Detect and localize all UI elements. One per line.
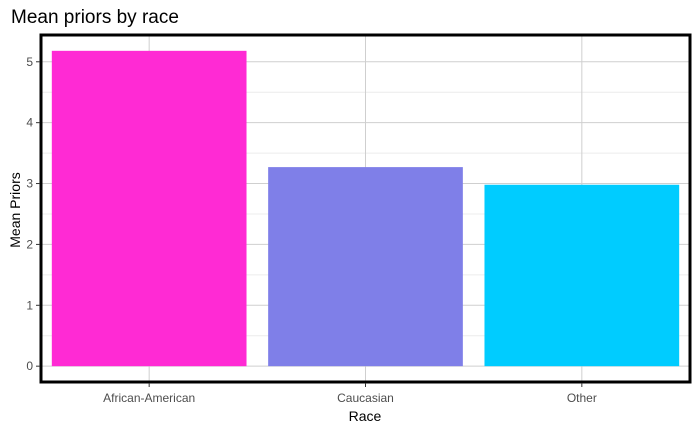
plot-panel-border	[39, 33, 692, 384]
x-tick-label: Caucasian	[337, 391, 394, 405]
x-axis-label: Race	[349, 408, 382, 424]
bar-caucasian	[268, 167, 463, 367]
chart-title: Mean priors by race	[11, 7, 179, 28]
x-tick-label: African-American	[103, 391, 195, 405]
y-tick-label: 1	[26, 298, 33, 312]
y-axis-label: Mean Priors	[7, 172, 23, 247]
y-tick-label: 4	[26, 116, 33, 130]
bar-other	[484, 184, 680, 367]
y-tick-label: 0	[26, 359, 33, 373]
x-axis-ticks: African-American Caucasian Other	[103, 383, 597, 405]
y-axis-ticks: 0 1 2 3 4 5	[26, 55, 40, 373]
bars	[51, 50, 680, 367]
y-tick-label: 3	[26, 177, 33, 191]
bar-african-american	[51, 50, 247, 367]
y-tick-label: 5	[26, 55, 33, 69]
x-tick-label: Other	[567, 391, 597, 405]
y-tick-label: 2	[26, 237, 33, 251]
